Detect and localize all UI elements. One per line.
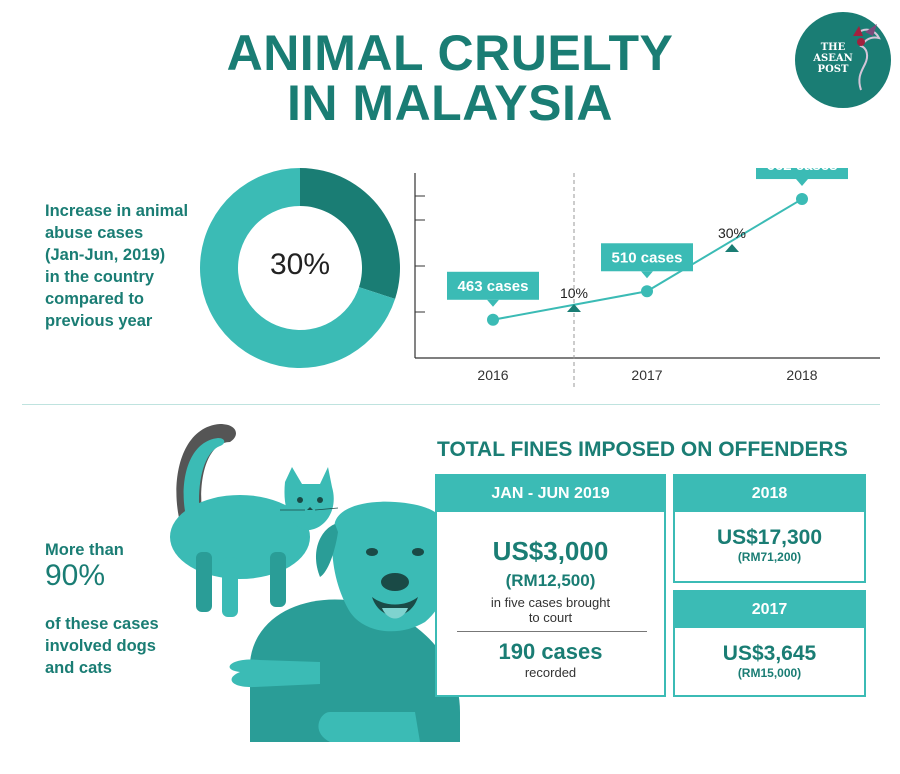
section-divider <box>22 404 880 405</box>
animals-percent: 90% <box>45 559 106 592</box>
case-count: 190 cases <box>498 639 603 664</box>
data-label-bg <box>756 168 848 180</box>
title-line-2: IN MALAYSIA <box>287 75 613 131</box>
growth-label: 30% <box>718 225 746 241</box>
data-label-bg <box>601 243 693 272</box>
dog-icon <box>229 501 467 742</box>
growth-arrow-icon <box>725 244 739 252</box>
data-label-pointer <box>487 299 499 307</box>
usd-amount: US$3,000 <box>492 536 609 566</box>
logo-text: THE ASEAN POST <box>813 42 853 75</box>
usd-amount: US$3,645 <box>722 642 817 665</box>
line-chart: 463 cases 2016 510 cases 2017 662 cases 2018 1… <box>414 168 880 388</box>
data-point-2016 <box>487 313 499 326</box>
growth-arrow-icon <box>567 304 581 312</box>
data-point-2017 <box>641 285 653 298</box>
increase-description: Increase in animal abuse cases (Jan-Jun,… <box>45 202 189 330</box>
card-header: JAN - JUN 2019 <box>437 476 664 512</box>
rm-amount: (RM15,000) <box>737 666 802 680</box>
rm-amount: (RM71,200) <box>737 550 802 564</box>
card-header: 2017 <box>675 592 864 628</box>
asean-post-logo: THE ASEAN POST <box>795 12 891 108</box>
x-tick-label-2016: 2016 <box>477 367 508 383</box>
usd-amount: US$17,300 <box>716 526 823 549</box>
fines-title: TOTAL FINES IMPOSED ON OFFENDERS <box>437 438 848 461</box>
animals-prefix: More than <box>45 541 124 559</box>
data-label-pointer <box>796 179 808 187</box>
donut-chart <box>200 168 400 368</box>
title-line-1: ANIMAL CRUELTY <box>226 25 674 81</box>
fines-card-2018: 2018 US$17,300 (RM71,200) <box>673 474 866 583</box>
cat-icon <box>170 424 339 617</box>
card-header: 2018 <box>675 476 864 512</box>
case-count-note: recorded <box>524 665 577 680</box>
data-label-2018: 662 cases <box>767 168 838 174</box>
donut-slice-increase <box>300 168 400 299</box>
animals-description: More than 90% of these cases involved do… <box>45 517 159 679</box>
animals-suffix: of these cases involved dogs and cats <box>45 615 159 677</box>
data-label-2016: 463 cases <box>458 278 529 295</box>
x-tick-label-2017: 2017 <box>631 367 662 383</box>
data-label-bg <box>447 271 539 300</box>
growth-label: 10% <box>560 285 588 301</box>
x-tick-label-2018: 2018 <box>786 367 817 383</box>
donut-slice-other <box>200 168 396 368</box>
fines-card-jan-jun-2019: JAN - JUN 2019 US$3,000 (RM12,500) in fi… <box>435 474 666 697</box>
data-label-pointer <box>641 271 653 279</box>
card-divider <box>457 631 647 632</box>
bird-logo-icon <box>853 24 881 91</box>
cases-note: in five cases brought to court <box>490 595 611 625</box>
rm-amount: (RM12,500) <box>505 571 596 590</box>
cat-and-dog-illustration <box>170 424 467 742</box>
fines-card-2017: 2017 US$3,645 (RM15,000) <box>673 590 866 697</box>
page-title: ANIMAL CRUELTY IN MALAYSIA <box>0 28 900 128</box>
data-point-2018 <box>796 193 808 206</box>
data-label-2017: 510 cases <box>612 249 683 266</box>
donut-center-label: 30% <box>269 248 331 281</box>
